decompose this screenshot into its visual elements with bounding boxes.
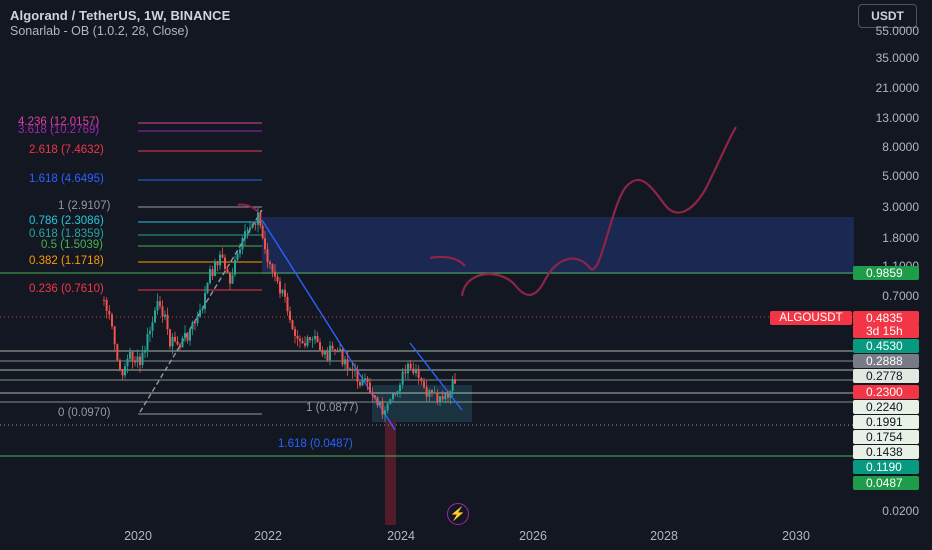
- time-tick: 2022: [254, 529, 282, 543]
- price-badge: 0.1754: [853, 430, 919, 444]
- price-badge: 0.2300: [853, 385, 919, 399]
- price-badge: 0.2240: [853, 400, 919, 414]
- fib-label: 4.236 (12.0157): [18, 116, 100, 128]
- fib-label: 1.618 (4.6495): [29, 173, 104, 185]
- countdown-badge: 3d 15h: [853, 324, 919, 338]
- price-badge: 0.2888: [853, 354, 919, 368]
- price-tick: 21.0000: [875, 81, 919, 95]
- fib-label: 1 (2.9107): [58, 200, 111, 212]
- time-tick: 2028: [650, 529, 678, 543]
- fib-retracement-top[interactable]: [138, 122, 262, 415]
- currency-button[interactable]: USDT: [858, 4, 917, 28]
- price-badge: 0.0487: [853, 476, 919, 490]
- price-tick: 8.0000: [882, 140, 919, 154]
- price-tick: 3.0000: [882, 200, 919, 214]
- fib-label: 2.618 (7.4632): [29, 144, 104, 156]
- fib-label: 0.5 (1.5039): [41, 239, 104, 251]
- time-tick: 2024: [387, 529, 415, 543]
- fib-label: 1.618 (0.0487): [278, 438, 353, 450]
- projection-drawing-small: [237, 203, 259, 213]
- symbol-badge: ALGOUSDT: [770, 311, 852, 325]
- price-badge-current: 0.4835: [853, 311, 919, 325]
- fib-label: 0.236 (0.7610): [29, 283, 104, 295]
- price-tick: 55.0000: [875, 24, 919, 38]
- chart-title: Algorand / TetherUS, 1W, BINANCE: [10, 8, 231, 23]
- time-tick: 2030: [782, 529, 810, 543]
- volume-bar-red: [385, 420, 396, 525]
- order-block-zone-lower: [372, 385, 472, 422]
- price-tick: 0.0200: [882, 504, 919, 518]
- price-tick: 5.0000: [882, 169, 919, 183]
- projection-drawing[interactable]: [429, 126, 737, 297]
- price-badge: 0.2778: [853, 369, 919, 383]
- price-candles: [103, 207, 456, 423]
- price-badge: 0.9859: [853, 266, 919, 280]
- order-block-zone: [262, 217, 854, 274]
- fib-label: 0.786 (2.3086): [29, 215, 104, 227]
- fib-label: 0.382 (1.1718): [29, 255, 104, 267]
- time-tick: 2020: [124, 529, 152, 543]
- price-badge: 0.1438: [853, 445, 919, 459]
- price-tick: 35.0000: [875, 51, 919, 65]
- fib-label: 0 (0.0970): [58, 407, 111, 419]
- price-badge: 0.4530: [853, 339, 919, 353]
- price-tick: 13.0000: [875, 111, 919, 125]
- fib-label: 3.618 (10.2769): [18, 124, 100, 136]
- fib-label: 1 (0.0877): [306, 402, 359, 414]
- price-badge: 0.1190: [853, 460, 919, 474]
- price-tick: 0.7000: [882, 289, 919, 303]
- indicator-label[interactable]: Sonarlab - OB (1.0.2, 28, Close): [10, 24, 189, 38]
- price-tick: 1.8000: [882, 231, 919, 245]
- fib-label: 0.618 (1.8359): [29, 228, 104, 240]
- price-badge: 0.1991: [853, 415, 919, 429]
- time-tick: 2026: [519, 529, 547, 543]
- lightning-icon[interactable]: ⚡: [447, 503, 469, 525]
